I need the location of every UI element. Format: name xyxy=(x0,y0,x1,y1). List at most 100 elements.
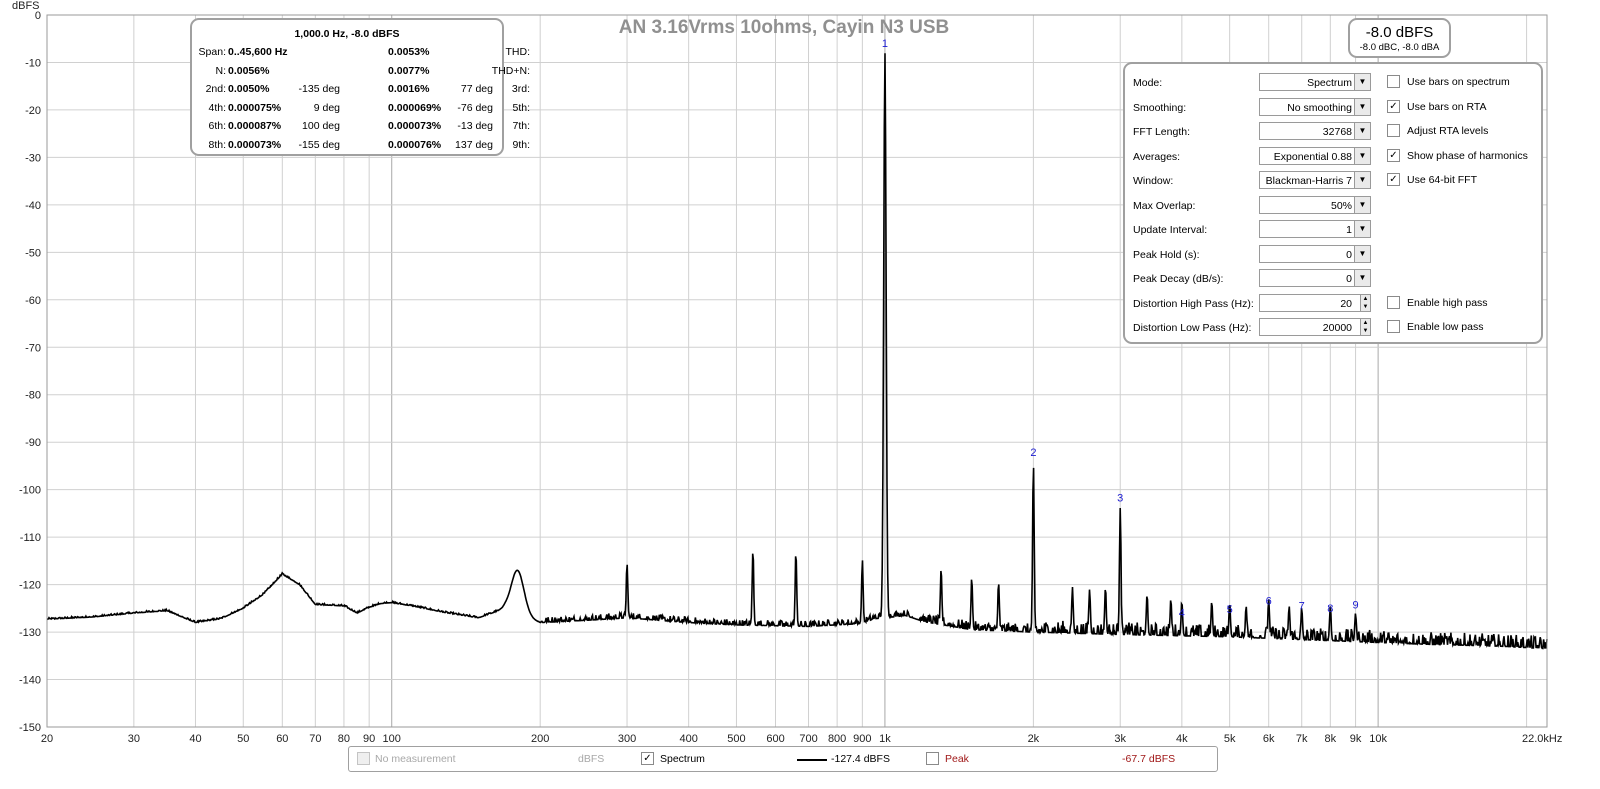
chart-title: AN 3.16Vrms 10ohms, Cayin N3 USB xyxy=(619,17,950,38)
setting-dropdown[interactable]: 32768 ▼ xyxy=(1259,122,1371,140)
chevron-down-icon[interactable]: ▼ xyxy=(1354,147,1370,164)
chevron-down-icon[interactable]: ▼ xyxy=(1354,172,1370,188)
checkbox[interactable] xyxy=(1387,75,1400,88)
checkbox[interactable]: ✓ xyxy=(1387,148,1400,162)
harmonic-marker: 8 xyxy=(1327,603,1333,615)
setting-spinner[interactable]: 20 ▲ ▼ xyxy=(1259,293,1371,312)
checkbox-label: Adjust RTA levels xyxy=(1407,125,1489,137)
x-tick-label: 600 xyxy=(766,733,784,745)
stats-header: 1,000.0 Hz, -8.0 dBFS xyxy=(294,28,400,40)
y-tick-label: -50 xyxy=(25,247,41,259)
x-tick-label: 6k xyxy=(1263,733,1275,745)
x-tick-label: 4k xyxy=(1176,733,1188,745)
setting-label: Mode: xyxy=(1133,77,1163,89)
setting-dropdown[interactable]: 1 ▼ xyxy=(1259,220,1371,238)
spectrum-value: -127.4 dBFS xyxy=(831,753,890,765)
harmonic-markers: 1 2 3 4 5 6 7 8 9 xyxy=(882,38,1359,620)
x-tick-label: 100 xyxy=(383,733,401,745)
x-tick-label: 50 xyxy=(237,733,249,745)
y-tick-label: -20 xyxy=(25,105,41,117)
checkbox[interactable] xyxy=(1387,295,1400,309)
stats-row: N: 0.0056% THD+N: 0.0077% xyxy=(192,64,531,81)
stats-label: THD+N: xyxy=(491,64,530,77)
series-layer xyxy=(46,53,1548,650)
stats-row: 6th: 0.000087% 100 deg 7th: 0.000073% -13 deg xyxy=(192,120,530,136)
y-tick-label: -130 xyxy=(19,627,41,639)
distortion-stats-panel[interactable]: 1,000.0 Hz, -8.0 dBFS Span: 0..45,600 Hz T… xyxy=(190,18,531,156)
setting-label: Update Interval: xyxy=(1133,224,1208,236)
y-tick-label: -120 xyxy=(19,580,41,592)
chevron-down-icon[interactable]: ▼ xyxy=(1354,98,1370,115)
stats-row: 8th: 0.000073% -155 deg 9th: 0.000076% 137 de… xyxy=(192,139,530,155)
setting-dropdown[interactable]: 0 ▼ xyxy=(1259,269,1371,287)
checkbox-label: Enable high pass xyxy=(1407,296,1488,309)
spectrum-series-line xyxy=(46,53,1548,650)
spectrum-checkbox[interactable]: ✓ xyxy=(641,752,654,765)
stats-value: 0.0077% xyxy=(388,64,430,77)
chevron-down-icon[interactable]: ▼ xyxy=(1354,270,1370,286)
checkbox[interactable] xyxy=(1387,124,1400,137)
analyser-settings-panel: Mode: Spectrum ▼ Smoothing: No smoothing ▼ FFT… xyxy=(1123,62,1543,344)
y-axis-label: dBFS xyxy=(12,0,40,12)
chevron-down-icon[interactable]: ▼ xyxy=(1354,245,1370,262)
chevron-down-icon[interactable]: ▼ xyxy=(1354,196,1370,213)
level-readout[interactable]: -8.0 dBFS -8.0 dBC, -8.0 dBA xyxy=(1348,18,1451,58)
stats-label: 6th: xyxy=(208,120,226,133)
chevron-down-icon[interactable]: ▼ xyxy=(1354,123,1370,139)
setting-value: 1 xyxy=(1346,224,1352,236)
stats-row: 2nd: 0.0050% -135 deg 3rd: 0.0016% 77 deg xyxy=(192,83,530,99)
stats-label: 8th: xyxy=(208,139,226,151)
peak-label: Peak xyxy=(945,753,969,765)
checkbox[interactable] xyxy=(1387,320,1400,333)
x-tick-label: 2k xyxy=(1028,733,1040,745)
harmonic-marker: 7 xyxy=(1299,600,1305,612)
checkbox[interactable]: ✓ xyxy=(1387,99,1400,113)
stats-value: 0.0053% xyxy=(388,46,430,58)
spinner-arrows-icon[interactable]: ▲ ▼ xyxy=(1360,319,1370,335)
x-tick-label: 9k xyxy=(1350,733,1362,745)
x-tick-label: 800 xyxy=(828,733,846,745)
stats-phase: 100 deg xyxy=(302,120,340,133)
spinner-arrows-icon[interactable]: ▲ ▼ xyxy=(1360,294,1370,311)
x-tick-label: 1k xyxy=(879,733,891,745)
stats-label: 9th: xyxy=(512,139,530,151)
setting-value: Exponential 0.88 xyxy=(1273,150,1352,163)
setting-label: Window: xyxy=(1133,175,1174,187)
setting-spinner[interactable]: 20000 ▲ ▼ xyxy=(1259,318,1371,336)
setting-value: 20 xyxy=(1340,297,1352,310)
setting-dropdown[interactable]: Exponential 0.88 ▼ xyxy=(1259,146,1371,165)
harmonic-marker: 3 xyxy=(1117,493,1123,505)
no-measurement-checkbox[interactable] xyxy=(357,752,370,765)
setting-dropdown[interactable]: Spectrum ▼ xyxy=(1259,73,1371,91)
x-tick-label: 90 xyxy=(363,733,375,745)
stats-value: 0.000073% xyxy=(388,120,442,133)
setting-dropdown[interactable]: No smoothing ▼ xyxy=(1259,97,1371,116)
x-tick-label: 20 xyxy=(41,733,53,745)
setting-value: Blackman-Harris 7 xyxy=(1265,175,1352,187)
x-tick-label: 40 xyxy=(189,733,201,745)
stats-label: N: xyxy=(215,64,227,77)
setting-dropdown[interactable]: 50% ▼ xyxy=(1259,195,1371,214)
checkbox[interactable]: ✓ xyxy=(1387,173,1400,186)
y-tick-label: -110 xyxy=(20,532,41,544)
x-axis-ticks: 20 30 40 50 60 70 80 90 100 200 300 400 500 600 700 800… xyxy=(41,733,1562,745)
y-tick-label: -70 xyxy=(25,342,41,354)
x-tick-label: 500 xyxy=(727,733,745,745)
stats-phase: -135 deg xyxy=(298,83,340,96)
stats-phase: 9 deg xyxy=(313,101,340,114)
level-weighted: -8.0 dBC, -8.0 dBA xyxy=(1359,42,1440,53)
setting-value: No smoothing xyxy=(1287,101,1352,114)
peak-value: -67.7 dBFS xyxy=(1122,753,1176,765)
y-tick-label: -10 xyxy=(25,57,41,69)
x-tick-label: 30 xyxy=(128,733,140,745)
stats-row: 4th: 0.000075% 9 deg 5th: 0.000069% -76 deg xyxy=(192,101,530,118)
setting-value: 0 xyxy=(1346,248,1352,261)
stats-value: 0.0016% xyxy=(388,83,430,96)
chevron-down-icon[interactable]: ▼ xyxy=(1354,74,1370,90)
setting-dropdown[interactable]: Blackman-Harris 7 ▼ xyxy=(1259,171,1371,189)
chevron-down-icon[interactable]: ▼ xyxy=(1354,221,1370,237)
peak-checkbox[interactable] xyxy=(926,752,939,765)
x-tick-label: 300 xyxy=(618,733,636,745)
harmonic-marker: 5 xyxy=(1227,604,1233,616)
setting-dropdown[interactable]: 0 ▼ xyxy=(1259,244,1371,263)
